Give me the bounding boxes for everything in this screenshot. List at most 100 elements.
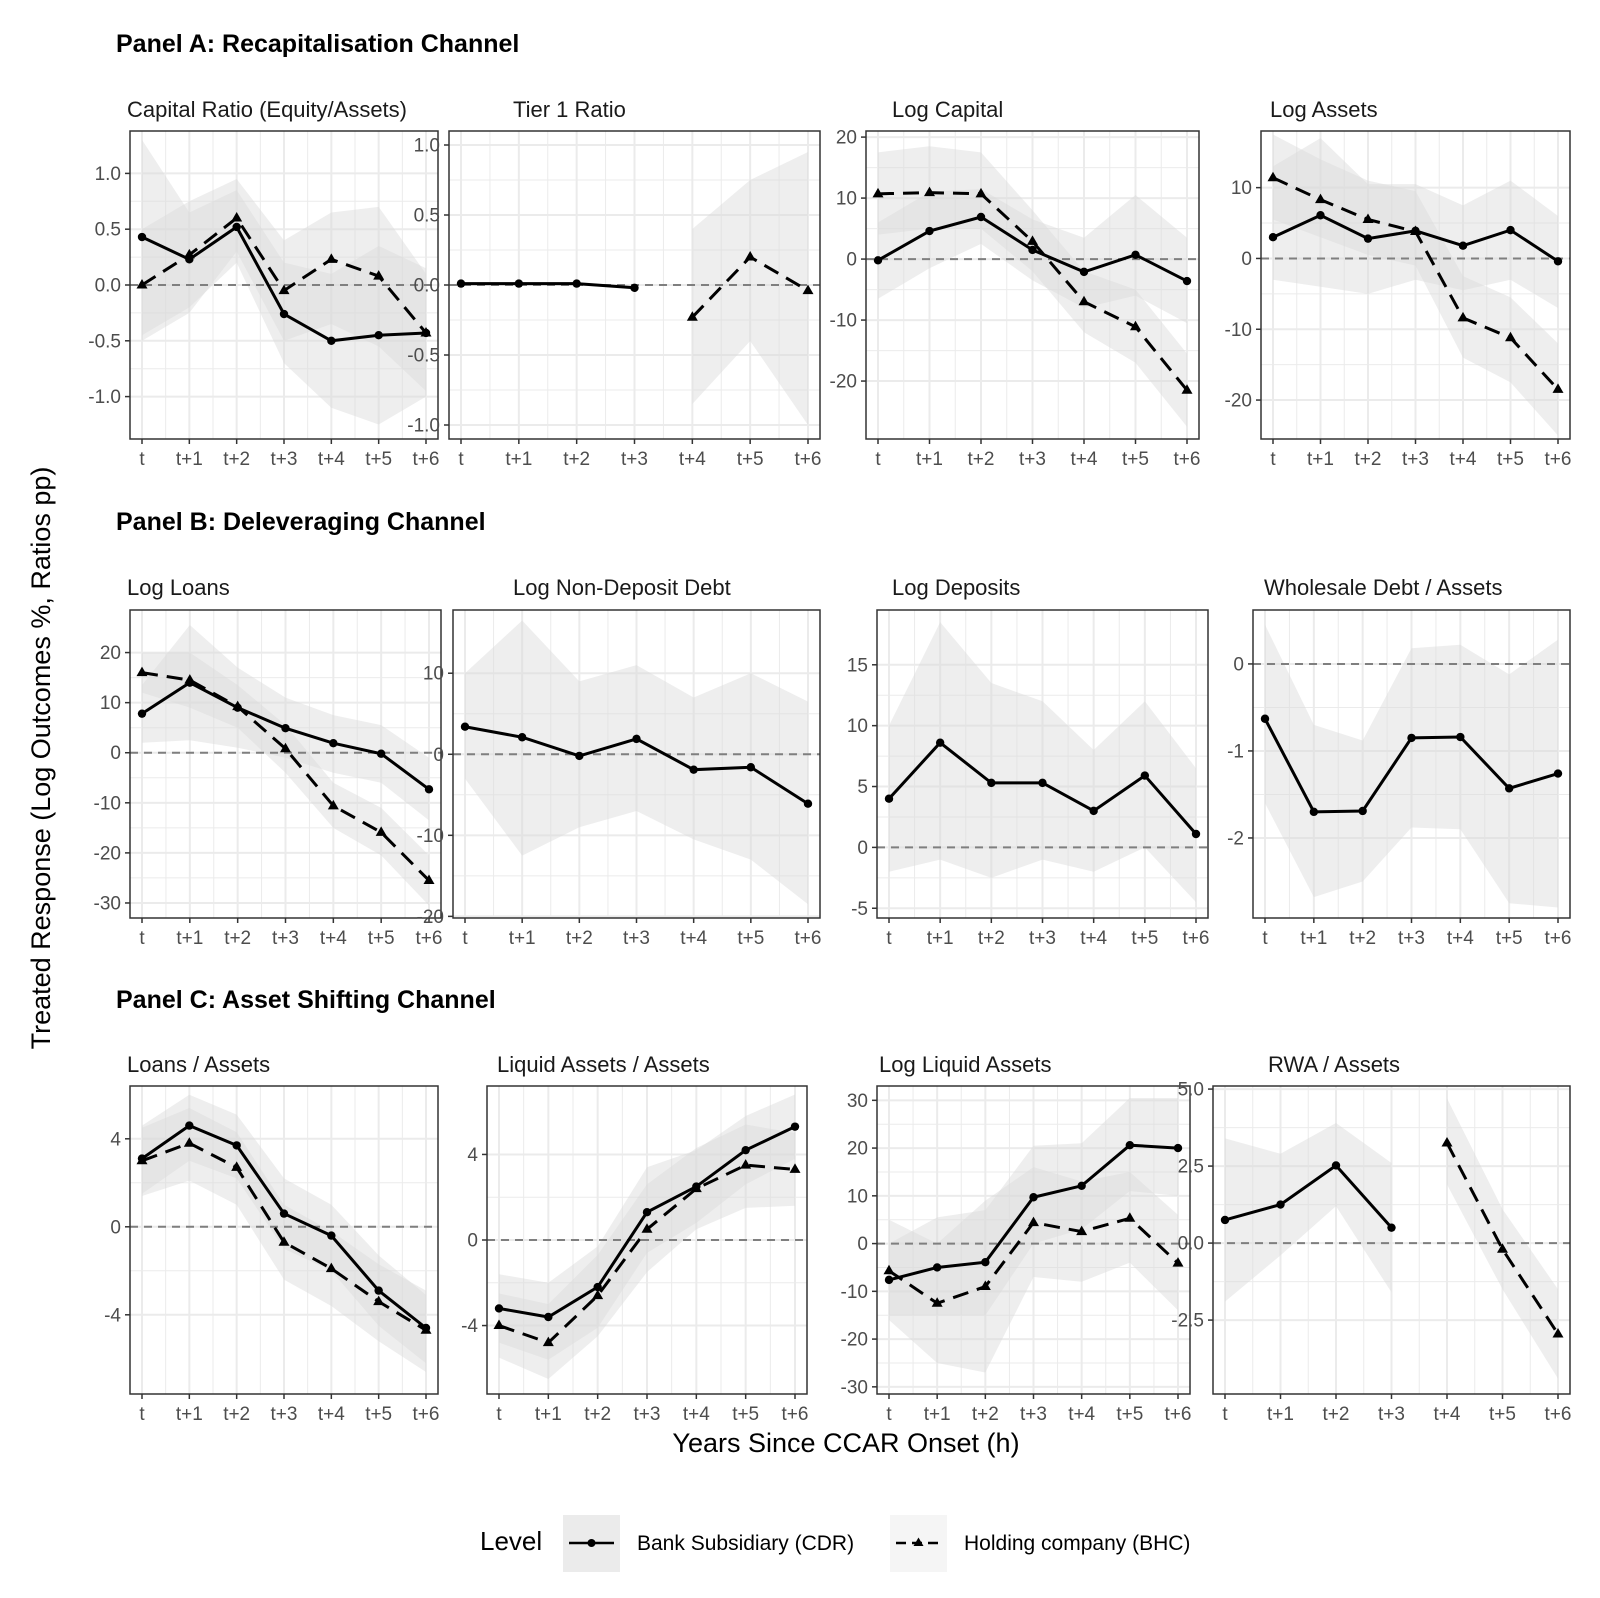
data-point-cdr	[987, 778, 996, 788]
data-point-bhc	[183, 1137, 195, 1147]
data-point-cdr	[1268, 233, 1278, 242]
data-point-bhc	[975, 187, 987, 198]
confidence-band-holding-company-bhc	[692, 152, 808, 425]
data-point-cdr	[873, 256, 883, 265]
x-tick-label: t+5	[1122, 449, 1149, 470]
data-point-bhc	[136, 279, 148, 289]
data-point-cdr	[456, 279, 466, 288]
x-tick-label: t+4	[1450, 449, 1477, 470]
x-tick-label: t+3	[1020, 1404, 1047, 1425]
data-point-cdr	[642, 1207, 652, 1217]
facet-tier-1-ratio: Tier 1 Ratio -1.0 -0.5 0.0 0.5 1.0 t t+1 t+2 t+3 t…	[407, 97, 821, 470]
data-point-cdr	[689, 765, 698, 774]
data-point-cdr	[803, 799, 813, 808]
data-point-cdr	[1131, 250, 1140, 260]
data-point-cdr	[232, 1141, 241, 1150]
x-tick-label: t+2	[563, 449, 590, 470]
data-point-cdr	[1553, 257, 1563, 266]
y-tick-label: 20	[100, 643, 121, 664]
y-tick-label: 5	[857, 777, 868, 798]
confidence-band-holding-company-bhc	[499, 1124, 795, 1380]
data-point-cdr	[279, 1209, 289, 1218]
confidence-band-bank-subsidiary-cdr	[889, 622, 1196, 903]
data-point-cdr	[1079, 267, 1089, 277]
confidence-band-bank-subsidiary-cdr	[1273, 138, 1558, 309]
series-line-holding-company-bhc	[1445, 1142, 1560, 1335]
data-point-cdr	[232, 222, 241, 232]
facet-liquid-assets-assets: Liquid Assets / Assets -4 0 4 t t+1 t+2 t+3 t+4 t…	[461, 1052, 808, 1425]
data-point-cdr	[575, 751, 584, 761]
data-point-cdr	[185, 1121, 194, 1130]
x-tick-label: t+1	[176, 449, 203, 470]
y-tick-label: -20	[417, 907, 444, 928]
confidence-band-bank-subsidiary-cdr	[1265, 624, 1558, 908]
y-tick-label: 20	[847, 1139, 868, 1160]
gridlines	[877, 1086, 1190, 1394]
data-point-cdr	[572, 279, 581, 288]
data-point-bhc	[1410, 225, 1421, 236]
data-point-bhc	[1076, 1225, 1088, 1236]
x-tick-label: t+5	[1496, 928, 1523, 949]
data-point-bhc	[325, 1262, 337, 1273]
data-point-cdr	[327, 336, 336, 345]
y-tick-label: 0	[433, 745, 444, 766]
data-point-cdr	[1553, 769, 1563, 778]
data-point-bhc	[1181, 384, 1193, 394]
x-tick-label: t+5	[1497, 449, 1524, 470]
y-tick-label: -10	[94, 793, 121, 814]
data-point-bhc	[493, 1319, 505, 1330]
data-point-cdr	[1458, 241, 1468, 250]
facet-title: Log Capital	[892, 97, 1003, 122]
y-tick-label: 4	[467, 1145, 478, 1166]
y-tick-label: 2.5	[1178, 1157, 1204, 1178]
y-tick-label: 0.0	[414, 276, 440, 297]
data-point-cdr	[1316, 211, 1325, 220]
legend: Level Bank Subsidiary (CDR) Holding comp…	[480, 1515, 1190, 1572]
x-tick-label: t+5	[368, 928, 395, 949]
data-point-bhc	[542, 1336, 554, 1347]
facet-title: Log Assets	[1270, 97, 1378, 122]
data-point-cdr	[1504, 784, 1514, 793]
y-tick-label: 0	[110, 1217, 121, 1238]
data-point-cdr	[741, 1145, 750, 1155]
confidence-band-holding-company-bhc	[1447, 1098, 1558, 1379]
y-tick-label: 10	[423, 664, 444, 685]
y-tick-label: 0.5	[95, 220, 121, 241]
data-point-bhc	[278, 284, 290, 295]
x-tick-label: t+6	[795, 928, 822, 949]
plot-content	[449, 152, 820, 425]
data-point-bhc	[375, 826, 387, 836]
y-tick-label: 0.0	[95, 276, 121, 297]
x-tick-label: t+4	[318, 449, 345, 470]
x-tick-label: t+1	[1267, 1404, 1294, 1425]
data-point-cdr	[1331, 1161, 1341, 1170]
legend-key-cdr-marker	[587, 1539, 596, 1547]
series-line-bank-subsidiary-cdr	[1224, 1163, 1393, 1229]
y-tick-label: 5.0	[1178, 1080, 1204, 1101]
plot-content	[866, 146, 1199, 427]
x-tick-label: t+3	[623, 928, 650, 949]
data-point-cdr	[281, 723, 290, 733]
x-tick-label: t+2	[968, 449, 995, 470]
data-point-bhc	[278, 1236, 290, 1246]
plot-content	[130, 139, 438, 425]
y-tick-label: -10	[1225, 320, 1252, 341]
y-tick-label: 10	[836, 189, 857, 210]
data-point-cdr	[790, 1122, 800, 1131]
x-tick-label: t+5	[1131, 928, 1158, 949]
data-point-cdr	[1260, 714, 1270, 723]
y-tick-label: -10	[841, 1282, 868, 1303]
data-point-cdr	[981, 1258, 990, 1267]
data-point-bhc	[373, 1295, 385, 1306]
data-point-cdr	[544, 1312, 553, 1322]
facet-title: Log Loans	[127, 575, 230, 600]
data-point-bhc	[1362, 213, 1374, 224]
data-point-bhc	[136, 1154, 148, 1165]
data-point-cdr	[932, 1263, 942, 1272]
x-tick-label: t+2	[223, 449, 250, 470]
x-tick-label: t	[886, 928, 892, 949]
y-tick-label: 30	[847, 1091, 868, 1112]
x-tick-label: t+2	[978, 928, 1005, 949]
data-point-bhc	[872, 187, 884, 198]
x-tick-label: t+2	[1355, 449, 1382, 470]
